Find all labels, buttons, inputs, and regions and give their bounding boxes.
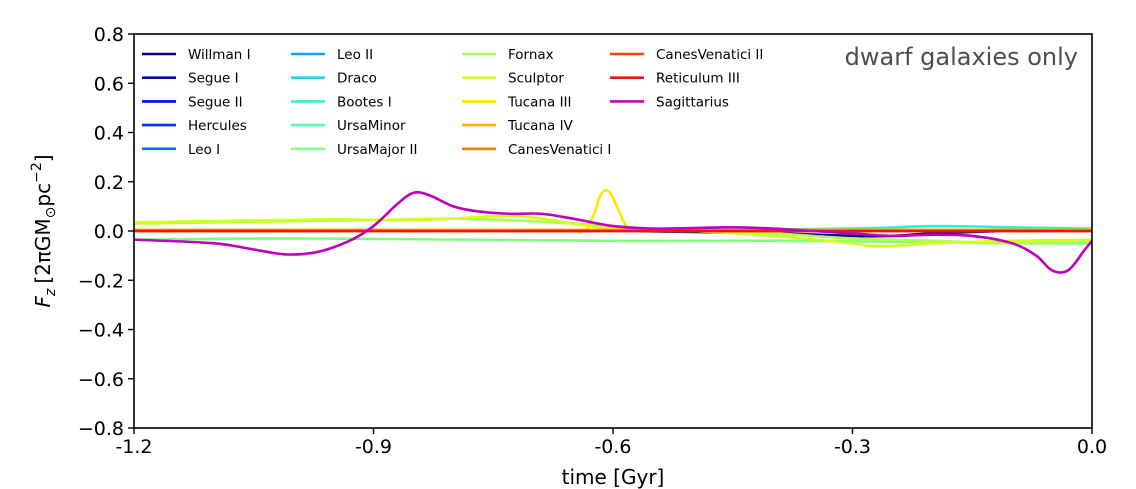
legend: Willman I Segue I Segue II Hercules Leo I Leo… <box>142 47 763 158</box>
x-tick-label: 0.0 <box>1077 436 1107 458</box>
legend-item-ursamajor-ii: UrsaMajor II <box>291 142 417 158</box>
annotation-text: dwarf galaxies only <box>845 43 1078 71</box>
legend-label: Willman I <box>188 47 251 63</box>
y-tick-label: 0.0 <box>94 221 124 243</box>
legend-label: Tucana III <box>507 94 572 110</box>
legend-label: CanesVenatici I <box>508 142 611 158</box>
legend-label: UrsaMajor II <box>337 142 417 158</box>
y-label-exp: −2 <box>29 162 45 183</box>
y-tick-label: −0.2 <box>78 270 124 292</box>
legend-item-hercules: Hercules <box>142 118 247 134</box>
legend-item-ursaminor: UrsaMinor <box>291 118 406 134</box>
legend-item-tucana-iii: Tucana III <box>462 94 572 110</box>
legend-label: Hercules <box>188 118 247 134</box>
legend-label: Sagittarius <box>656 94 729 110</box>
y-tick-label: 0.2 <box>94 172 124 194</box>
legend-label: UrsaMinor <box>337 118 406 134</box>
legend-label: Tucana IV <box>507 118 574 134</box>
legend-item-sagittarius: Sagittarius <box>610 94 729 110</box>
x-tick-label: -0.9 <box>355 436 392 458</box>
legend-item-sculptor: Sculptor <box>462 71 564 87</box>
series-line-sculptor <box>134 214 1092 248</box>
ticks-layer: -1.2 -0.9 -0.6 -0.3 0.0 −0.8 −0.6 −0.4 −0.2 0.0 0.… <box>78 24 1107 458</box>
legend-label: Segue II <box>188 94 243 110</box>
y-tick-label: −0.6 <box>78 369 124 391</box>
legend-item-canesvenatici-ii: CanesVenatici II <box>610 47 763 63</box>
x-tick-label: -0.3 <box>834 436 871 458</box>
y-tick-label: −0.4 <box>78 320 124 342</box>
legend-item-leo-i: Leo I <box>142 142 220 158</box>
legend-item-segue-i: Segue I <box>142 71 239 87</box>
legend-item-fornax: Fornax <box>462 47 554 63</box>
legend-label: Bootes I <box>337 94 392 110</box>
y-tick-label: 0.6 <box>94 73 124 95</box>
y-tick-label: 0.8 <box>94 24 124 46</box>
legend-label: CanesVenatici II <box>656 47 763 63</box>
y-tick-label: −0.8 <box>78 418 124 440</box>
legend-label: Leo II <box>337 47 373 63</box>
legend-label: Leo I <box>188 142 220 158</box>
legend-item-bootes-i: Bootes I <box>291 94 392 110</box>
x-tick-label: -1.2 <box>115 436 152 458</box>
y-label-sun: ⊙ <box>43 207 59 219</box>
legend-label: Draco <box>337 71 377 87</box>
legend-item-segue-ii: Segue II <box>142 94 243 110</box>
legend-label: Segue I <box>188 71 239 87</box>
legend-item-leo-ii: Leo II <box>291 47 373 63</box>
y-label-var: F <box>31 296 55 308</box>
y-label-close: ] <box>31 154 55 162</box>
legend-item-canesvenatici-i: CanesVenatici I <box>462 142 611 158</box>
series-line-sagittarius <box>134 190 1092 274</box>
legend-label: Fornax <box>508 47 554 63</box>
series-layer <box>134 189 1092 274</box>
y-axis-label: Fz [2πGM⊙pc−2] <box>29 154 59 307</box>
legend-label: Sculptor <box>508 71 564 87</box>
legend-item-tucana-iv: Tucana IV <box>462 118 574 134</box>
y-tick-label: 0.4 <box>94 123 124 145</box>
y-label-pc: pc <box>31 183 55 207</box>
legend-item-draco: Draco <box>291 71 377 87</box>
x-axis-label: time [Gyr] <box>562 465 665 489</box>
y-label-units: [2πGM <box>31 218 55 283</box>
y-label-sub: z <box>43 288 59 297</box>
legend-item-willman-i: Willman I <box>142 47 251 63</box>
x-tick-label: -0.6 <box>594 436 631 458</box>
legend-item-reticulum-iii: Reticulum III <box>610 71 740 87</box>
legend-label: Reticulum III <box>656 71 740 87</box>
